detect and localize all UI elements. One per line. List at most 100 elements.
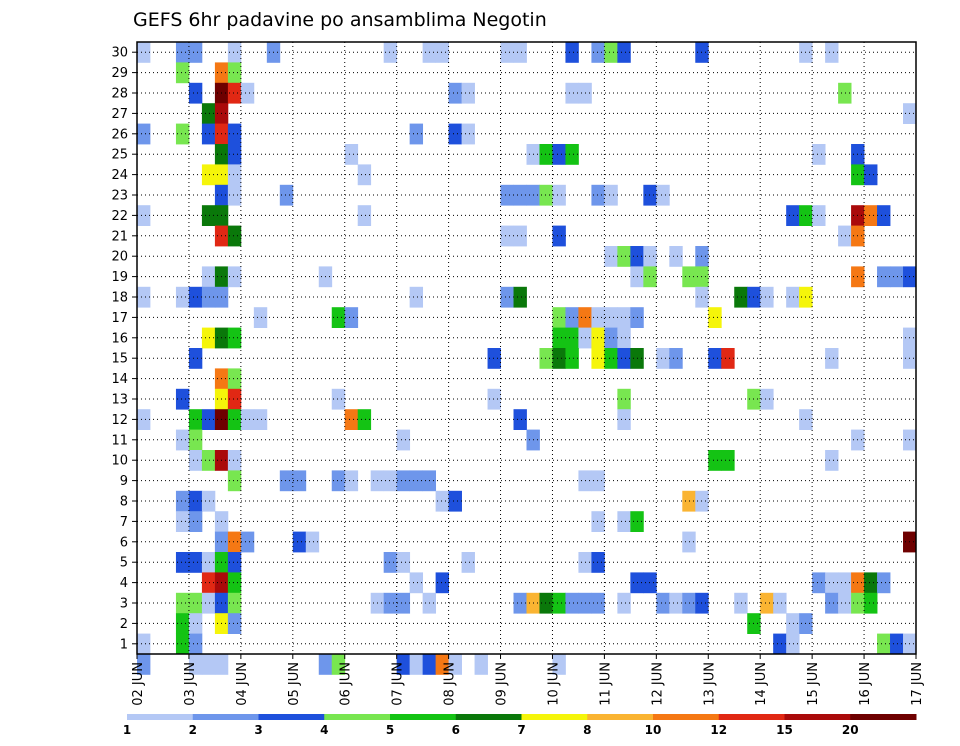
- y-tick-label: 11: [111, 433, 128, 448]
- heatmap-cell: [591, 184, 605, 206]
- heatmap-cell: [396, 470, 411, 492]
- heatmap-cell: [357, 164, 372, 186]
- colorbar-label: 8: [583, 723, 591, 737]
- heatmap-cell: [760, 388, 774, 410]
- heatmap-cell: [435, 490, 449, 512]
- y-tick-label: 27: [111, 107, 128, 122]
- colorbar-label: 3: [254, 723, 262, 737]
- y-tick-label: 4: [120, 576, 128, 591]
- y-tick-label: 7: [120, 515, 128, 530]
- heatmap-cell: [383, 552, 398, 573]
- heatmap-cell: [396, 592, 411, 614]
- heatmap-cell: [227, 144, 242, 165]
- heatmap-cell: [617, 307, 631, 328]
- heatmap-cell: [201, 654, 216, 675]
- y-tick-label: 13: [111, 393, 128, 408]
- heatmap-cell: [552, 654, 566, 675]
- heatmap-cell: [201, 409, 216, 430]
- heatmap-cell: [344, 470, 359, 492]
- heatmap-cell: [137, 42, 151, 63]
- heatmap-cell: [513, 286, 527, 308]
- heatmap-cell: [513, 42, 527, 63]
- heatmap-cell: [565, 348, 579, 369]
- heatmap-cell: [864, 205, 878, 226]
- x-tick-label: 07 JUN: [391, 662, 406, 706]
- y-tick-label: 17: [111, 311, 128, 326]
- heatmap-cell: [864, 572, 878, 594]
- heatmap-cell: [812, 144, 826, 165]
- heatmap-cell: [617, 327, 631, 349]
- heatmap-cell: [669, 592, 683, 614]
- heatmap-cell: [396, 654, 411, 675]
- heatmap-cell: [864, 592, 878, 614]
- heatmap-cell: [227, 388, 242, 410]
- heatmap-cell: [201, 123, 216, 145]
- heatmap-cell: [188, 42, 203, 63]
- heatmap-cell: [201, 205, 216, 226]
- x-tick-label: 04 JUN: [235, 662, 250, 706]
- heatmap-cell: [682, 531, 696, 553]
- heatmap-cell: [344, 307, 359, 328]
- heatmap-cell: [175, 613, 190, 634]
- heatmap-cell: [591, 348, 605, 369]
- heatmap-cell: [227, 531, 242, 553]
- heatmap-cell: [669, 348, 683, 369]
- heatmap-cell: [331, 388, 346, 410]
- heatmap-cell: [604, 42, 618, 63]
- heatmap-cell: [201, 450, 216, 471]
- heatmap-cell: [201, 286, 216, 308]
- heatmap-cell: [591, 511, 605, 532]
- x-tick-label: 03 JUN: [183, 662, 198, 706]
- heatmap-cell: [500, 184, 514, 206]
- colorbar-swatch: [784, 714, 851, 720]
- heatmap-cell: [344, 409, 359, 430]
- colorbar-label: 2: [189, 723, 197, 737]
- heatmap-cell: [435, 42, 449, 63]
- heatmap-cell: [201, 266, 216, 288]
- heatmap-cell: [708, 307, 722, 328]
- colorbar-label: 4: [320, 723, 328, 737]
- heatmap-cell: [201, 552, 216, 573]
- heatmap-cell: [175, 62, 190, 84]
- heatmap-cell: [188, 511, 203, 532]
- y-tick-label: 21: [111, 229, 128, 244]
- heatmap-cell: [643, 184, 657, 206]
- x-tick-label: 16 JUN: [858, 662, 873, 706]
- heatmap-cell: [137, 654, 151, 675]
- heatmap-cell: [201, 592, 216, 614]
- heatmap-cell: [175, 42, 190, 63]
- colorbar-swatch: [127, 714, 194, 720]
- heatmap-cell: [305, 531, 320, 553]
- heatmap-cell: [292, 531, 307, 553]
- heatmap-cell: [448, 82, 462, 104]
- heatmap-cell: [552, 225, 566, 247]
- heatmap-cell: [396, 552, 411, 573]
- heatmap-cell: [786, 633, 800, 655]
- colorbar-swatch: [653, 714, 720, 720]
- heatmap-cell: [175, 490, 190, 512]
- heatmap-cell: [448, 123, 462, 145]
- heatmap-cell: [539, 348, 553, 369]
- heatmap-cell: [539, 144, 553, 165]
- heatmap-cell: [760, 286, 774, 308]
- heatmap-cell: [383, 42, 398, 63]
- heatmap-cell: [617, 348, 631, 369]
- heatmap-cell: [279, 470, 294, 492]
- heatmap-cell: [591, 307, 605, 328]
- heatmap-cell: [188, 348, 203, 369]
- heatmap-cell: [539, 592, 553, 614]
- heatmap-cell: [201, 572, 216, 594]
- x-tick-label: 17 JUN: [910, 662, 925, 706]
- heatmap-cell: [591, 592, 605, 614]
- heatmap-cell: [643, 246, 657, 267]
- heatmap-cell: [890, 266, 904, 288]
- y-tick-label: 24: [111, 168, 128, 183]
- heatmap-cell: [409, 286, 424, 308]
- heatmap-cell: [565, 82, 579, 104]
- heatmap-cell: [201, 164, 216, 186]
- heatmap-cell: [877, 205, 891, 226]
- heatmap-cell: [500, 225, 514, 247]
- heatmap-cell: [188, 409, 203, 430]
- heatmap-cell: [617, 511, 631, 532]
